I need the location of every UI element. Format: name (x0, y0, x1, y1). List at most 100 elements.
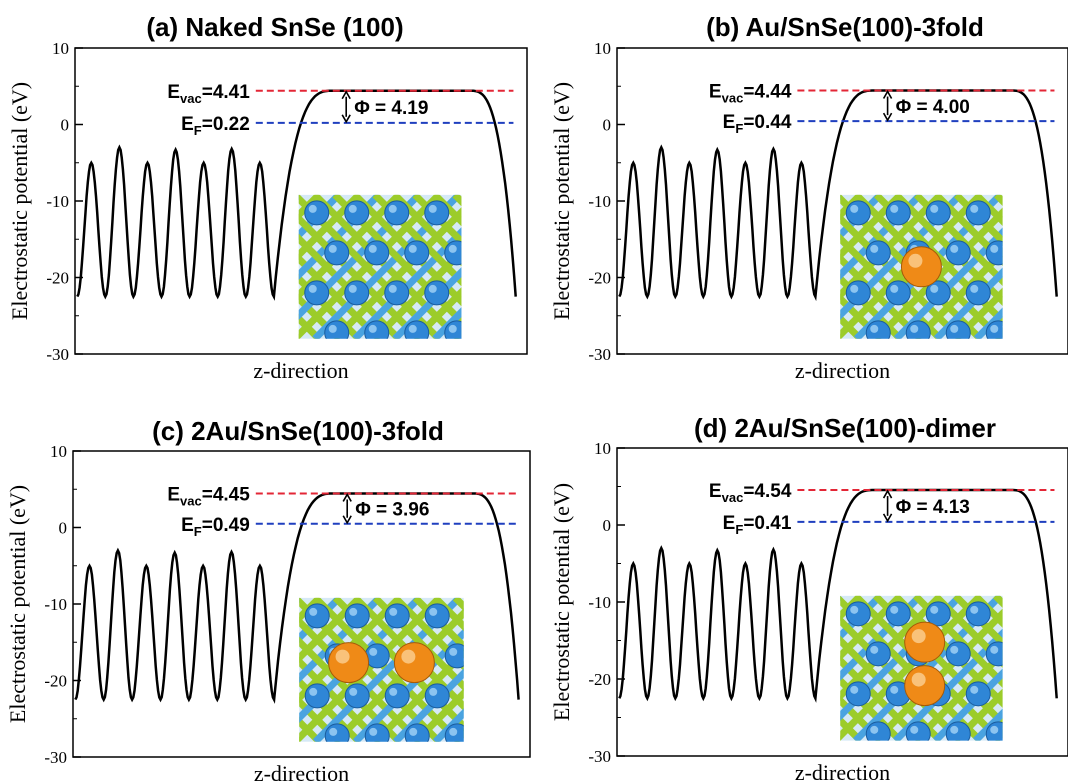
lattice (298, 194, 659, 385)
se-bond (392, 597, 464, 672)
x-axis-label: z-direction (254, 761, 349, 784)
sn-atom-highlight (409, 727, 418, 736)
sn-atom (985, 641, 1003, 667)
arrow-head-down (882, 513, 893, 523)
sn-atom (1006, 361, 1030, 385)
sn-atom (364, 320, 390, 339)
sn-atom (925, 601, 951, 627)
sn-atom (384, 683, 410, 709)
sn-se-bond (893, 628, 1003, 741)
sn-atom-highlight (328, 324, 337, 333)
sn-atom-highlight (349, 687, 358, 696)
sn-atom-highlight (348, 284, 357, 293)
sn-atom-highlight (870, 645, 879, 654)
y-tick-label: -10 (44, 595, 67, 614)
se-bond (432, 597, 464, 632)
chart-title: (b) Au/SnSe(100)-3fold (706, 12, 984, 42)
sn-atom-highlight (1030, 646, 1038, 654)
sn-se-bond (993, 327, 1003, 339)
sn-atom-highlight (890, 365, 898, 373)
sn-atom-highlight (1010, 606, 1018, 614)
sn-se-bond (953, 688, 1003, 741)
sn-atom-highlight (850, 284, 859, 293)
sn-atom-highlight (469, 688, 477, 696)
sn-atom-highlight (990, 244, 999, 253)
sn-atom-highlight (950, 725, 959, 734)
y-axis-label: Electrostatic potential (eV) (5, 485, 30, 723)
sn-atom-highlight (1030, 726, 1038, 734)
sn-atom (404, 240, 430, 266)
sn-se-bond (392, 267, 462, 339)
sn-atom-highlight (870, 244, 879, 253)
sn-se-bond (452, 728, 464, 742)
sn-atom-highlight (389, 365, 397, 373)
sn-atom-highlight (369, 647, 378, 656)
y-tick-label: 0 (603, 116, 612, 135)
y-tick-label: -30 (46, 345, 69, 364)
sn-atom-highlight (1050, 205, 1058, 213)
sn-atom (465, 361, 489, 385)
sn-atom (465, 201, 489, 225)
vacuum-level-label: Evac=4.54 (709, 481, 792, 505)
sn-atom-highlight (509, 688, 517, 696)
gold-atom-icon (900, 246, 942, 288)
sn-atom (424, 683, 450, 709)
sn-atom (424, 200, 450, 226)
sn-atom-highlight (349, 365, 357, 373)
se-bond (392, 194, 462, 267)
chart-title: (c) 2Au/SnSe(100)-3fold (152, 416, 444, 446)
sn-se-bond (412, 688, 464, 742)
sn-atom (505, 361, 529, 385)
work-function-label: Φ = 4.19 (354, 98, 428, 119)
sn-atom (304, 200, 330, 226)
sn-atom (945, 320, 971, 339)
sn-atom (404, 723, 430, 742)
sn-atom-highlight (349, 768, 357, 776)
arrow-head-up (882, 89, 893, 99)
sn-atom-highlight (489, 648, 497, 656)
sn-atom (1026, 722, 1050, 746)
sn-atom-highlight (388, 284, 397, 293)
chart-panel-a: (a) Naked SnSe (100) 10 0 -10 -20 -30 Electros… (7, 12, 659, 385)
sn-atom (324, 723, 350, 742)
sn-se-bond (1055, 596, 1068, 741)
se-bond (475, 195, 619, 339)
sn-atom (465, 281, 489, 305)
chart-title: (d) 2Au/SnSe(100)-dimer (694, 413, 996, 443)
sn-se-bond (352, 227, 462, 339)
y-tick-label: 10 (52, 39, 69, 58)
sn-atom (404, 320, 430, 339)
sn-atom (304, 683, 330, 709)
sn-atom (485, 724, 509, 748)
sn-atom (985, 320, 1003, 339)
chart-panel-d: (d) 2Au/SnSe(100)-dimer 10 0 -10 -20 -30 Elect… (549, 413, 1068, 784)
sn-atom-highlight (930, 365, 938, 373)
sn-se-bond (933, 267, 1003, 339)
lattice (840, 194, 1058, 385)
sn-atom-highlight (329, 727, 338, 736)
x-axis-label: z-direction (795, 760, 890, 784)
sn-atom-highlight (348, 204, 357, 213)
sn-atom (324, 320, 350, 339)
sn-atom (926, 361, 950, 385)
sn-se-bond (372, 247, 462, 339)
se-bond (1055, 596, 1068, 741)
sn-atom-highlight (890, 766, 898, 774)
sn-se-bond (973, 307, 1003, 339)
sn-atom-highlight (469, 608, 477, 616)
se-bond (993, 595, 1003, 608)
sn-atom (465, 604, 489, 628)
sn-atom (865, 240, 891, 266)
sn-atom-highlight (389, 607, 398, 616)
sn-atom-highlight (328, 244, 337, 253)
sn-atom (525, 724, 549, 748)
se-bond (515, 195, 659, 339)
sn-atom-highlight (1010, 766, 1018, 774)
sn-atom (344, 280, 370, 306)
sn-atom (885, 280, 911, 306)
sn-atom (945, 721, 971, 741)
sn-atom (444, 643, 464, 669)
chart-panel-b: (b) Au/SnSe(100)-3fold 10 0 -10 -20 -30 Electr… (549, 12, 1068, 385)
sn-atom-highlight (890, 605, 899, 614)
